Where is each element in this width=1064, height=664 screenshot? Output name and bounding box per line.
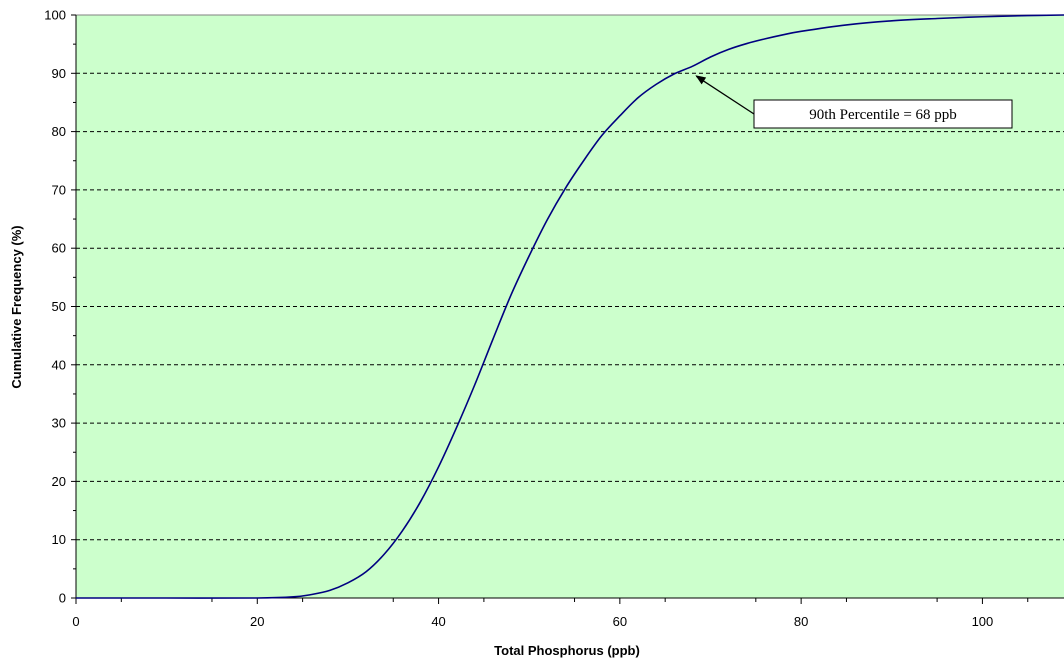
y-tick-label-0: 0: [59, 591, 66, 606]
x-tick-label-0: 0: [72, 614, 79, 629]
x-tick-label-60: 60: [613, 614, 627, 629]
y-tick-label-80: 80: [52, 124, 66, 139]
annotation-text-0: 90th Percentile = 68 ppb: [809, 107, 957, 123]
x-tick-label-40: 40: [431, 614, 445, 629]
y-tick-label-90: 90: [52, 66, 66, 81]
grid: [76, 72, 1064, 541]
annotation-arrowhead-0: [695, 75, 707, 85]
x-tick-label-80: 80: [794, 614, 808, 629]
y-tick-label-40: 40: [52, 357, 66, 372]
x-tick-label-100: 100: [972, 614, 994, 629]
annotation-arrow-line-0: [696, 75, 755, 115]
y-axis-title: Cumulative Frequency (%): [9, 225, 24, 388]
annotation: 90th Percentile = 68 ppb: [695, 75, 1013, 129]
y-tick-label-100: 100: [44, 8, 66, 23]
annotation-box-0: [753, 99, 1013, 129]
y-tick-label-70: 70: [52, 182, 66, 197]
y-tick-label-10: 10: [52, 532, 66, 547]
x-axis-title: Total Phosphorus (ppb): [494, 643, 640, 658]
tick-labels: 0 10 20 30 40 50 60 70 80 90 100 0 20 40 60 80 100: [44, 8, 993, 630]
y-tick-label-20: 20: [52, 474, 66, 489]
y-tick-label-60: 60: [52, 241, 66, 256]
y-tick-label-50: 50: [52, 299, 66, 314]
x-tick-label-20: 20: [250, 614, 264, 629]
y-tick-label-30: 30: [52, 416, 66, 431]
series-line-0: [76, 14, 1064, 599]
series-layer: [76, 14, 1064, 599]
